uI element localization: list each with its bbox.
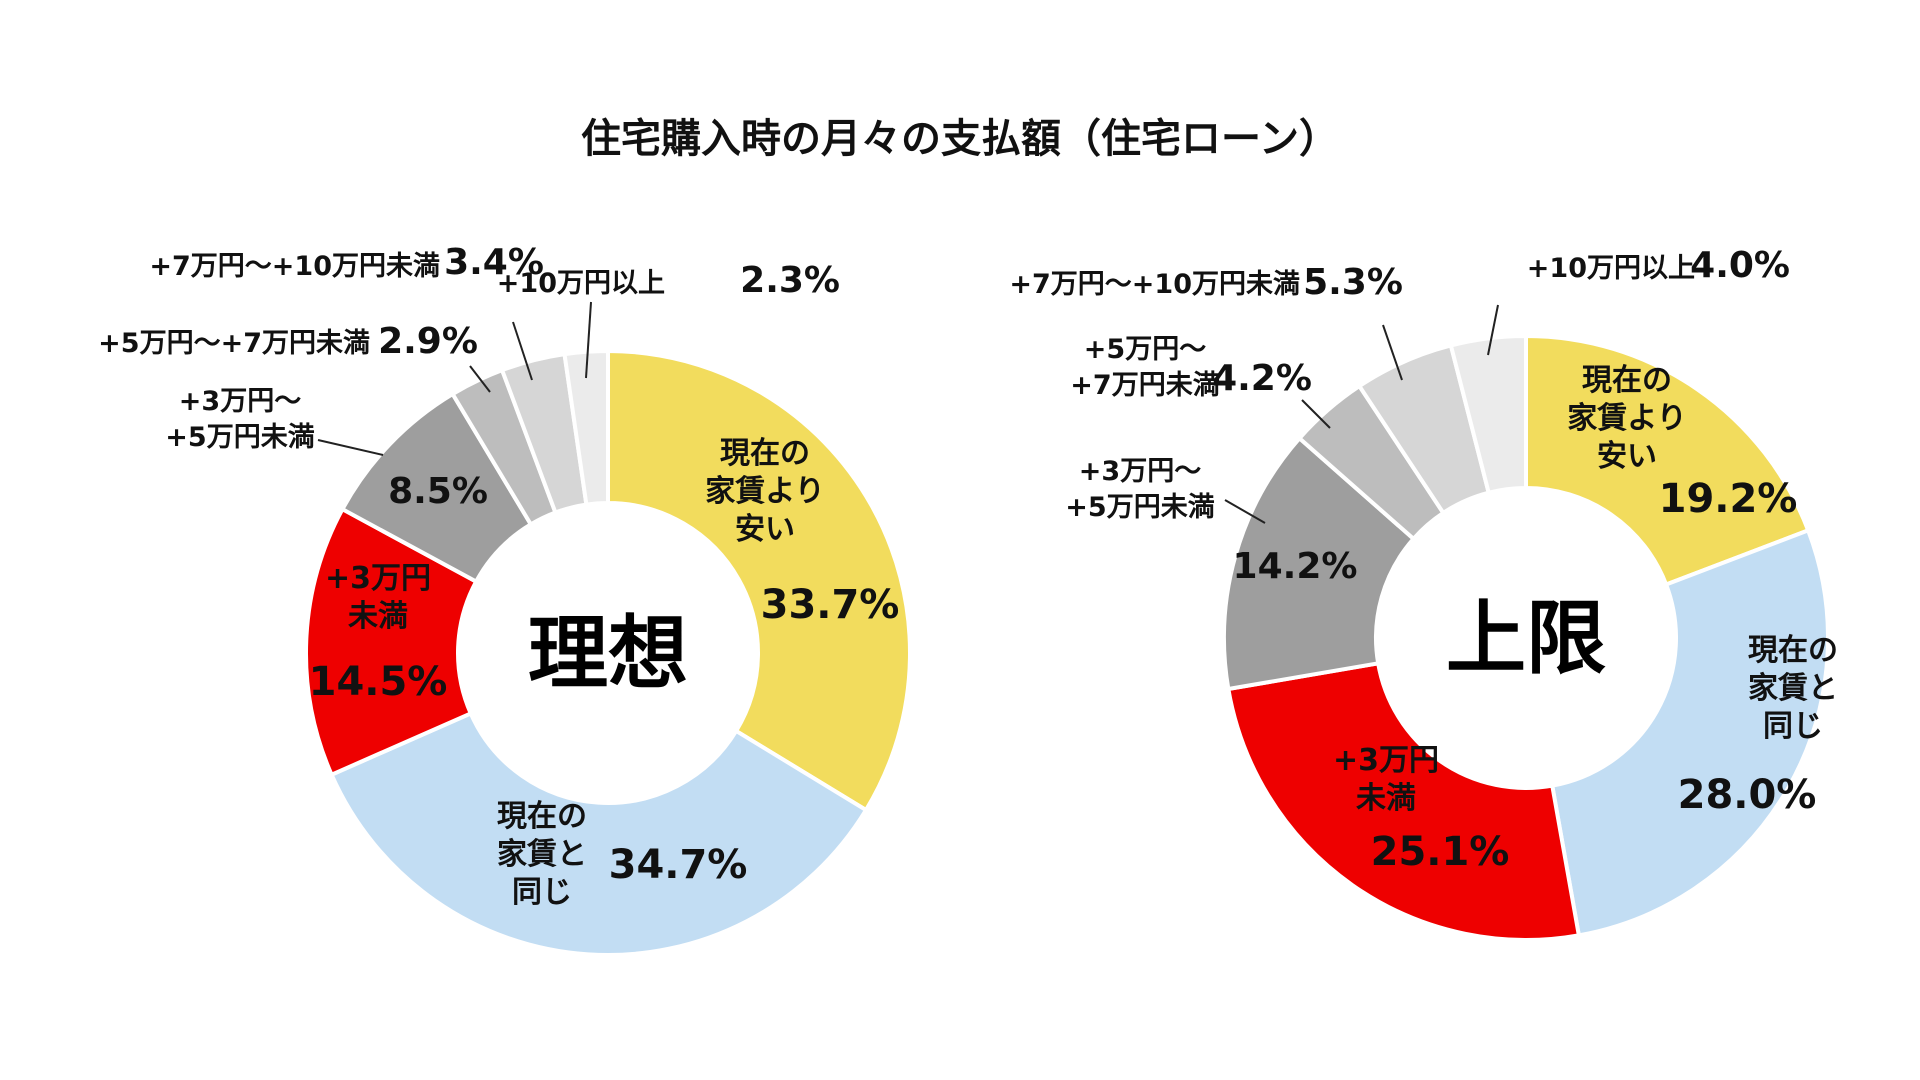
data-label-1-3: 14.5% xyxy=(309,659,448,705)
donut-charts: 理想現在の家賃より安い33.7%現在の家賃と同じ34.7%+3万円未満14.5%… xyxy=(98,242,1838,957)
data-label-2-4: 14.2% xyxy=(1233,546,1358,587)
slice-1-1 xyxy=(606,348,912,813)
data-label-1-4: 8.5% xyxy=(388,471,488,512)
data-label-1-6: 3.4% xyxy=(444,242,544,283)
leader-line-2-5 xyxy=(1301,399,1331,429)
leader-line-1-4 xyxy=(317,439,384,456)
chart-title: 住宅購入時の月々の支払額（住宅ローン） xyxy=(581,116,1339,162)
slice-2-3 xyxy=(1226,661,1582,942)
center-label-1: 理想 xyxy=(528,607,688,700)
leader-line-1-7 xyxy=(585,301,592,379)
slice-label-1-1: 現在の家賃より安い xyxy=(705,436,824,547)
slice-label-2-6: +7万円～+10万円未満 xyxy=(1009,269,1300,300)
slice-label-1-2: 現在の家賃と同じ xyxy=(497,799,587,910)
slice-label-1-3: +3万円未満 xyxy=(325,561,431,634)
slice-label-1-6: +7万円～+10万円未満 xyxy=(149,251,440,282)
slice-label-2-3: +3万円未満 xyxy=(1333,743,1439,816)
slice-label-1-7: +10万円以上 xyxy=(497,268,665,299)
slice-label-2-2: 現在の家賃と同じ xyxy=(1748,633,1838,744)
data-label-2-3: 25.1% xyxy=(1371,829,1510,875)
center-label-2: 上限 xyxy=(1446,592,1606,685)
slice-1-2 xyxy=(328,710,869,957)
data-label-2-7: 4.0% xyxy=(1690,245,1790,286)
leader-line-2-6 xyxy=(1382,324,1403,381)
slice-label-2-5: +5万円～+7万円未満 xyxy=(1070,334,1219,401)
data-label-1-2: 34.7% xyxy=(609,842,748,888)
data-label-2-5: 4.2% xyxy=(1212,358,1312,399)
slice-1-3 xyxy=(304,506,479,778)
slice-2-1 xyxy=(1524,333,1811,588)
slice-2-2 xyxy=(1549,527,1830,938)
slice-label-1-4: +3万円～+5万円未満 xyxy=(165,386,314,453)
data-label-2-1: 19.2% xyxy=(1659,476,1798,522)
leader-line-2-4 xyxy=(1224,499,1266,524)
slice-2-4 xyxy=(1222,435,1417,692)
slice-label-2-1: 現在の家賃より安い xyxy=(1567,363,1686,474)
leader-line-1-6 xyxy=(512,321,533,381)
leader-line-2-7 xyxy=(1487,304,1499,356)
slice-label-1-5: +5万円～+7万円未満 xyxy=(98,328,370,359)
data-label-2-2: 28.0% xyxy=(1678,772,1817,818)
data-label-1-5: 2.9% xyxy=(378,321,478,362)
data-label-1-1: 33.7% xyxy=(761,582,900,628)
data-label-2-6: 5.3% xyxy=(1303,262,1403,303)
slice-label-2-4: +3万円～+5万円未満 xyxy=(1065,456,1214,523)
data-label-1-7: 2.3% xyxy=(740,260,840,301)
slice-label-2-7: +10万円以上 xyxy=(1527,253,1695,284)
leader-line-1-5 xyxy=(469,365,491,393)
slice-1-7 xyxy=(562,348,610,507)
slice-2-7 xyxy=(1448,333,1528,496)
